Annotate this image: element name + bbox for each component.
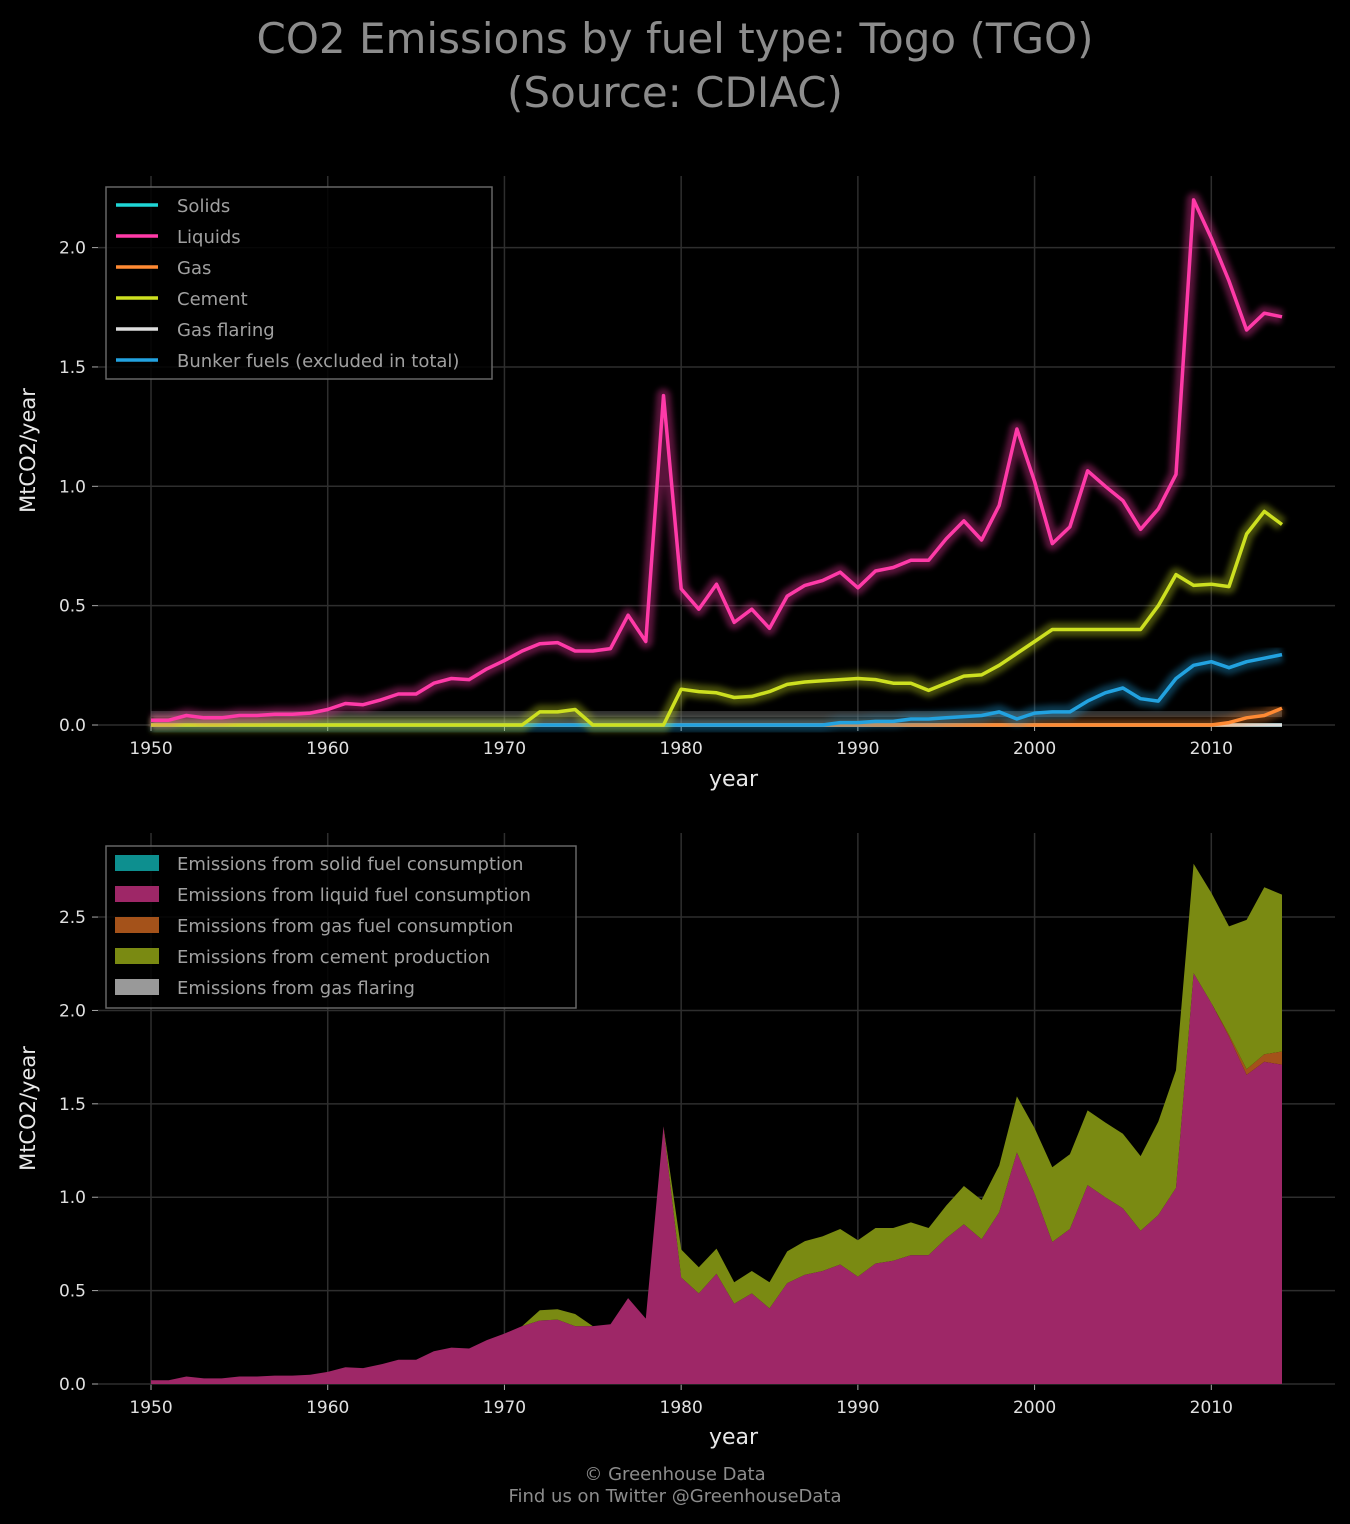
x-tick-label: 1980 [660, 739, 703, 759]
x-tick-label: 1960 [306, 1398, 349, 1418]
legend: Emissions from solid fuel consumption Emi… [105, 845, 577, 1009]
legend-swatch [115, 979, 159, 995]
chart-title: CO2 Emissions by fuel type: Togo (TGO) (… [0, 12, 1350, 120]
legend-frame [105, 186, 493, 380]
x-tick-label: 1970 [483, 739, 526, 759]
x-tick-label: 1960 [306, 739, 349, 759]
chart-title-line-2: (Source: CDIAC) [507, 68, 843, 117]
legend-entry: Emissions from gas flaring [177, 978, 415, 999]
y-axis-label: MtCO2/year [16, 388, 40, 513]
area-emissions-from-liquid-fuel-consumption [151, 973, 1282, 1384]
y-tick-label: 1.0 [59, 1188, 86, 1208]
footer-copyright: © Greenhouse Data [584, 1464, 766, 1485]
legend-entry: Emissions from cement production [177, 947, 490, 968]
legend-entry: Emissions from solid fuel consumption [177, 854, 523, 875]
y-tick-label: 1.0 [59, 477, 86, 497]
legend-entry: Cement [177, 289, 248, 310]
stacked-area-chart-panel: 1950 1960 1970 1980 1990 2000 2010 0.0 0.5 1.0 1.5… [16, 833, 1335, 1450]
x-tick-label: 2010 [1190, 1398, 1233, 1418]
legend-entry: Liquids [177, 227, 241, 248]
legend-frame [105, 845, 577, 1009]
x-tick-label: 1950 [129, 739, 172, 759]
y-tick-label: 1.5 [59, 358, 86, 378]
y-tick-label: 1.5 [59, 1095, 86, 1115]
legend-swatch [115, 948, 159, 964]
y-tick-label: 0.0 [59, 1375, 86, 1395]
x-tick-label: 1970 [483, 1398, 526, 1418]
legend: Solids Liquids Gas Cement Gas flaring Bunker … [105, 186, 493, 380]
x-tick-label: 1990 [836, 1398, 879, 1418]
y-axis-label: MtCO2/year [16, 1046, 40, 1171]
x-tick-label: 2000 [1013, 739, 1056, 759]
legend-entry: Emissions from liquid fuel consumption [177, 885, 531, 906]
zero-baseline-band [151, 711, 1282, 718]
footer-twitter: Find us on Twitter @GreenhouseData [508, 1486, 842, 1507]
y-tick-label: 0.5 [59, 1282, 86, 1302]
legend-swatch [115, 855, 159, 871]
y-tick-label: 0.5 [59, 597, 86, 617]
x-tick-label: 1980 [660, 1398, 703, 1418]
series-line-liquids [151, 198, 1283, 722]
legend-entry: Gas flaring [177, 320, 275, 341]
y-tick-label: 2.0 [59, 239, 86, 259]
footer: © Greenhouse Data Find us on Twitter @Gr… [0, 1464, 1350, 1508]
y-tick-label: 2.5 [59, 908, 86, 928]
y-tick-label: 0.0 [59, 716, 86, 736]
x-tick-label: 1990 [836, 739, 879, 759]
legend-entry: Solids [177, 196, 230, 217]
line-chart-panel: 1950 1960 1970 1980 1990 2000 2010 0.0 0.5 1.0 1.5… [16, 176, 1335, 792]
series-line-cement [151, 509, 1284, 727]
legend-entry: Bunker fuels (excluded in total) [177, 351, 459, 372]
x-axis-label: year [709, 767, 759, 792]
x-tick-label: 2000 [1013, 1398, 1056, 1418]
legend-entry: Emissions from gas fuel consumption [177, 916, 513, 937]
chart-title-line-1: CO2 Emissions by fuel type: Togo (TGO) [256, 14, 1094, 63]
legend-swatch [115, 886, 159, 902]
x-tick-label: 2010 [1190, 739, 1233, 759]
legend-entry: Gas [177, 258, 211, 279]
x-tick-label: 1950 [129, 1398, 172, 1418]
y-tick-label: 2.0 [59, 1001, 86, 1021]
x-axis-label: year [709, 1425, 759, 1450]
legend-swatch [115, 917, 159, 933]
